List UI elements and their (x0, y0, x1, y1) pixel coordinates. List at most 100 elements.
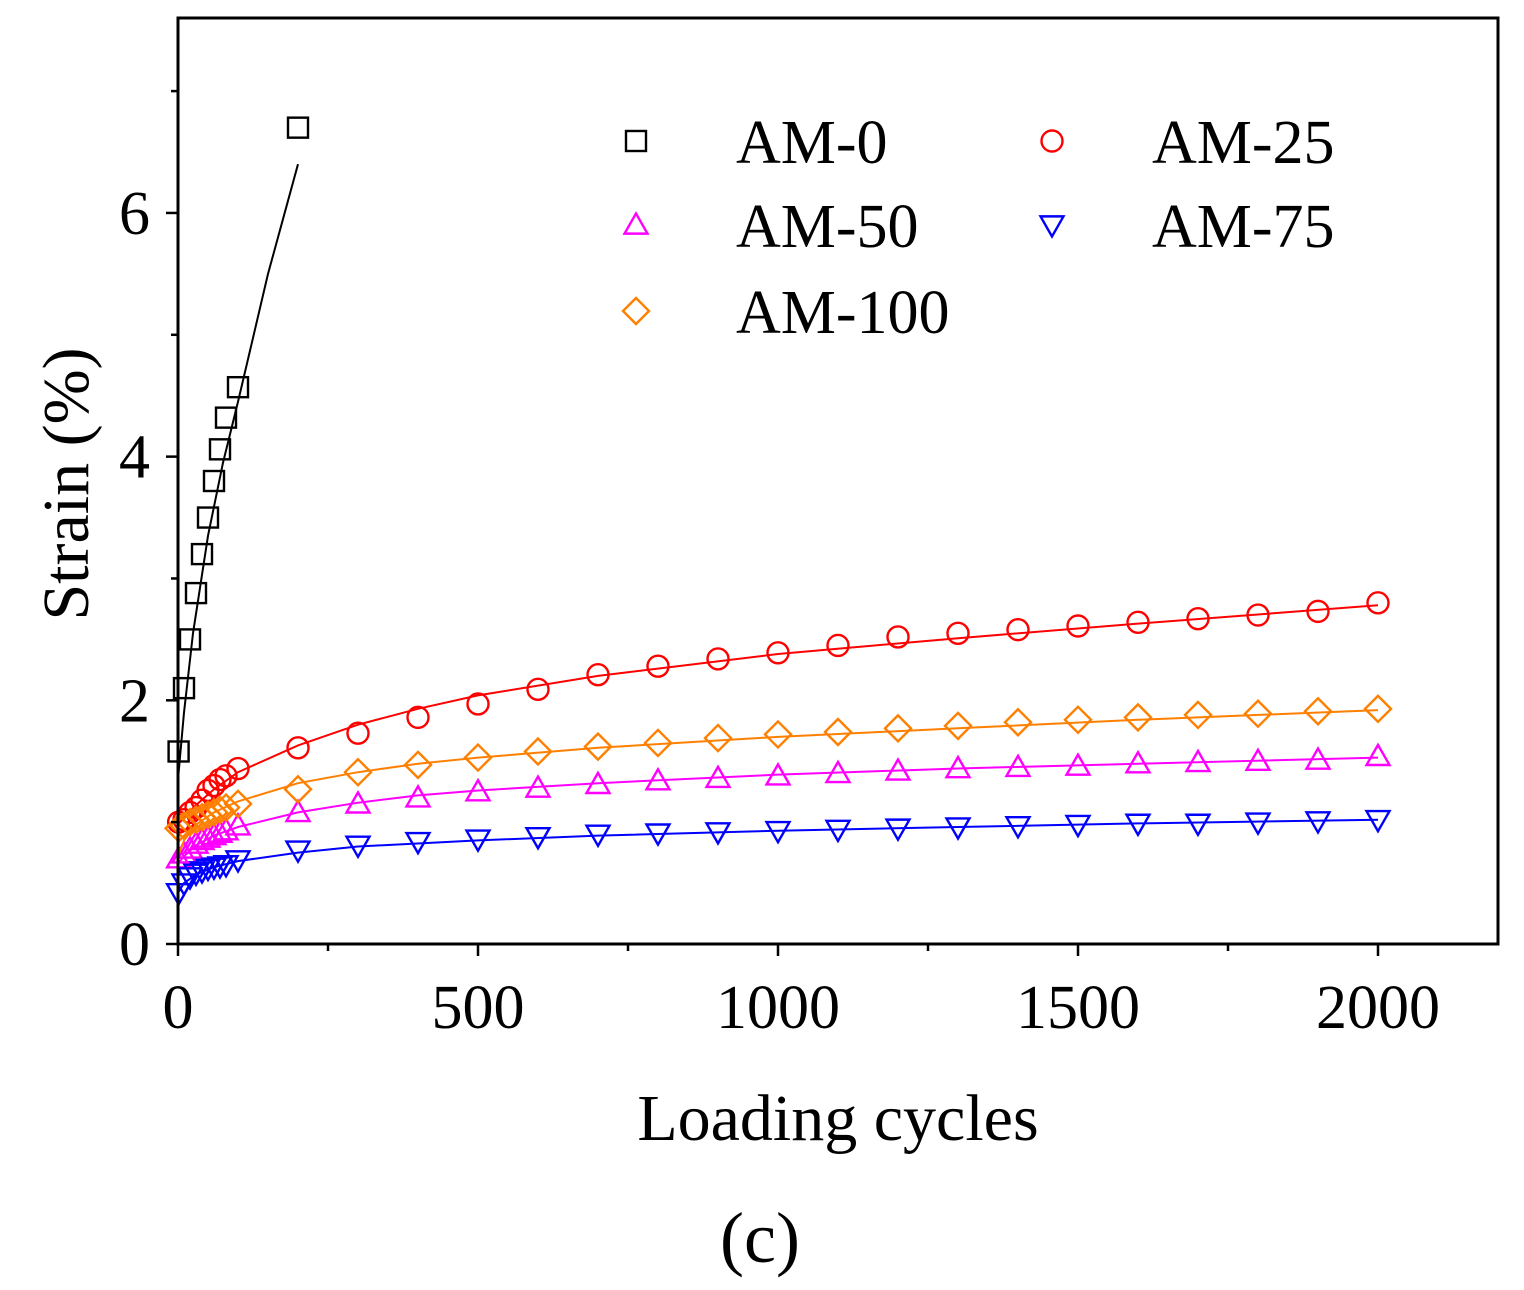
data-point-am-50 (188, 826, 216, 851)
data-point-am-50 (284, 798, 312, 823)
data-point-am-0 (190, 542, 214, 566)
data-point-am-100 (643, 728, 673, 758)
data-point-am-25 (766, 641, 790, 665)
legend: AM-0 AM-25 AM-50 AM-75 AM-100 (621, 109, 1335, 347)
data-point-am-50 (1004, 753, 1032, 778)
data-point-am-50 (1244, 747, 1272, 772)
data-point-am-75 (1064, 814, 1092, 839)
data-point-am-25 (1066, 614, 1090, 638)
legend-marker-am-75 (1038, 215, 1066, 239)
legend-label-am-100: AM-100 (736, 279, 950, 347)
legend-item-am-75: AM-75 (1038, 193, 1335, 261)
data-point-am-75 (1244, 812, 1272, 837)
data-point-am-100 (205, 795, 235, 825)
data-point-am-25 (646, 654, 670, 678)
legend-marker-am-50 (622, 211, 650, 235)
data-point-am-50 (194, 824, 222, 848)
data-point-am-75 (1304, 811, 1332, 835)
data-point-am-75 (584, 824, 612, 849)
data-point-am-50 (704, 764, 732, 789)
data-point-am-100 (1063, 705, 1093, 735)
legend-label-am-75: AM-75 (1152, 193, 1335, 261)
chart-marks (163, 116, 1393, 907)
data-point-am-0 (196, 506, 220, 529)
data-point-am-0 (184, 581, 208, 605)
data-point-am-100 (1003, 707, 1033, 737)
data-point-am-100 (1363, 694, 1393, 724)
data-point-am-50 (206, 819, 234, 843)
fit-curve-am-100 (177, 709, 1379, 857)
y-tick-label: 6 (119, 180, 150, 248)
data-point-am-75 (764, 820, 792, 845)
x-tick-label: 1000 (716, 974, 840, 1042)
legend-label-am-0: AM-0 (736, 109, 888, 177)
legend-marker-am-0 (624, 129, 648, 153)
data-point-am-75 (464, 829, 492, 854)
data-point-am-75 (224, 850, 252, 874)
data-point-am-0 (202, 469, 226, 493)
data-point-am-25 (214, 764, 238, 788)
data-point-am-100 (199, 797, 229, 828)
legend-label-am-25: AM-25 (1152, 109, 1335, 177)
data-point-am-100 (223, 789, 253, 819)
axis-ticks: 0 500 1000 1500 2000 0 2 4 6 (119, 89, 1440, 1042)
legend-item-am-50: AM-50 (622, 193, 919, 261)
data-point-am-25 (1366, 591, 1390, 615)
plot-frame (176, 16, 1500, 946)
data-point-am-50 (1064, 752, 1092, 776)
data-point-am-75 (212, 854, 240, 879)
data-point-am-100 (283, 774, 313, 804)
legend-marker-am-25 (1040, 129, 1064, 153)
plot-border (176, 16, 1500, 946)
data-point-am-75 (824, 819, 852, 844)
data-point-am-100 (523, 736, 553, 767)
data-point-am-75 (1184, 813, 1212, 838)
data-point-am-100 (823, 717, 853, 747)
data-point-am-75 (182, 863, 210, 888)
legend-item-am-100: AM-100 (621, 279, 950, 347)
data-point-am-25 (706, 647, 730, 671)
data-point-am-25 (1186, 606, 1210, 631)
y-axis-title: Strain (%) (30, 347, 103, 620)
data-point-am-75 (1364, 809, 1392, 834)
x-tick-label: 1500 (1016, 974, 1140, 1042)
data-point-am-50 (1304, 746, 1332, 770)
panel-label: (c) (720, 1198, 800, 1278)
data-point-am-100 (883, 713, 913, 744)
legend-marker-am-100 (621, 296, 651, 326)
data-point-am-50 (1124, 749, 1152, 774)
data-point-am-50 (1364, 742, 1392, 767)
data-point-am-100 (1123, 702, 1153, 733)
data-point-am-75 (884, 818, 912, 843)
data-point-am-75 (1004, 815, 1032, 840)
data-point-am-100 (403, 750, 433, 780)
data-point-am-75 (188, 861, 216, 885)
data-point-am-0 (214, 406, 238, 429)
data-point-am-50 (224, 811, 252, 836)
data-point-am-75 (200, 857, 228, 882)
data-point-am-50 (524, 774, 552, 798)
data-point-am-0 (208, 438, 232, 461)
data-point-am-100 (463, 742, 493, 773)
data-point-am-100 (763, 719, 793, 750)
data-point-am-25 (946, 621, 970, 646)
data-point-am-50 (212, 816, 240, 841)
data-point-am-75 (704, 822, 732, 846)
data-point-am-25 (1126, 610, 1150, 635)
data-point-am-100 (703, 723, 733, 753)
data-point-am-50 (884, 757, 912, 781)
data-point-am-50 (644, 766, 672, 791)
data-point-am-75 (194, 858, 222, 883)
data-point-am-75 (206, 856, 234, 880)
data-point-am-100 (1303, 696, 1333, 726)
data-point-am-25 (1306, 599, 1330, 624)
data-point-am-50 (584, 770, 612, 795)
data-point-am-50 (1184, 748, 1212, 773)
data-point-am-25 (286, 736, 310, 760)
data-point-am-25 (886, 625, 910, 649)
data-point-am-75 (404, 831, 432, 856)
data-point-am-50 (404, 783, 432, 808)
data-point-am-75 (176, 867, 204, 891)
data-point-am-50 (182, 830, 210, 854)
